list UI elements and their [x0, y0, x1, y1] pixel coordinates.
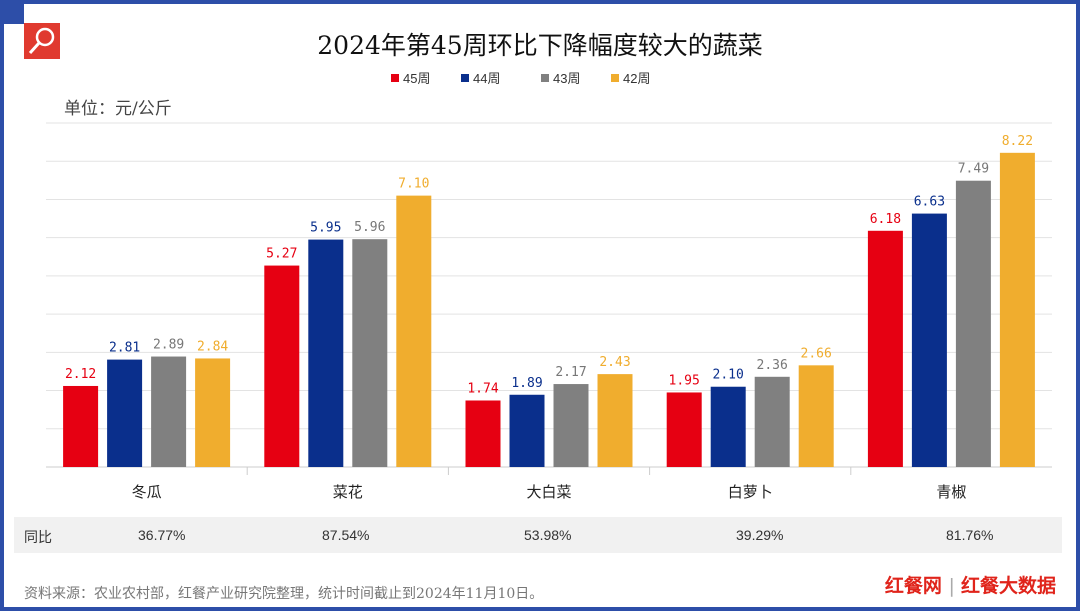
yoy-value: 87.54% — [322, 527, 370, 543]
yoy-value: 53.98% — [524, 527, 572, 543]
bar — [509, 394, 545, 467]
data-label: 2.89 — [153, 338, 184, 353]
data-label: 2.10 — [713, 368, 744, 383]
data-label: 2.36 — [757, 358, 788, 373]
legend-swatch — [391, 74, 399, 82]
category-label: 大白菜 — [526, 483, 571, 501]
legend-label: 42周 — [623, 71, 650, 86]
bar-chart: 45周 44周 43周 42周 2.12 2.81 2.89 2.84 冬瓜 5.27 5.95 5.… — [46, 71, 1052, 501]
bar — [396, 195, 432, 467]
bar — [352, 239, 388, 467]
brand-left: 红餐网 — [884, 575, 942, 597]
bar — [465, 400, 501, 467]
data-label: 2.12 — [65, 367, 96, 382]
bar — [754, 376, 790, 467]
bar — [867, 230, 903, 467]
bar — [999, 152, 1035, 467]
data-label: 5.95 — [310, 221, 341, 236]
bar — [553, 384, 589, 467]
bar — [107, 359, 143, 467]
bar — [63, 385, 99, 467]
legend-label: 43周 — [553, 71, 580, 86]
data-label: 1.95 — [669, 373, 700, 388]
data-label: 7.49 — [958, 162, 989, 177]
data-label: 5.96 — [354, 220, 385, 235]
bar — [597, 374, 633, 467]
data-label: 1.89 — [511, 376, 542, 391]
source-note: 资料来源：农业农村部，红餐产业研究院整理，统计时间截止到2024年11月10日。 — [24, 586, 544, 602]
category-label: 冬瓜 — [132, 483, 162, 501]
bar — [710, 386, 746, 467]
data-label: 8.22 — [1002, 134, 1033, 149]
legend-label: 44周 — [473, 71, 500, 86]
bar — [955, 180, 991, 467]
brand-right: 红餐大数据 — [960, 575, 1056, 597]
data-label: 2.81 — [109, 341, 140, 356]
yoy-value: 39.29% — [736, 527, 784, 543]
legend-swatch — [611, 74, 619, 82]
data-label: 6.63 — [914, 195, 945, 210]
category-label: 菜花 — [333, 483, 363, 501]
bar — [798, 365, 834, 467]
category-label: 白萝卜 — [728, 483, 773, 501]
corner-decoration — [4, 4, 24, 24]
data-label: 7.10 — [398, 177, 429, 192]
yoy-value: 36.77% — [138, 527, 186, 543]
legend-swatch — [541, 74, 549, 82]
data-label: 6.18 — [870, 212, 901, 227]
data-label: 2.17 — [555, 365, 586, 380]
data-label: 1.74 — [467, 381, 498, 396]
unit-label: 单位：元/公斤 — [64, 99, 172, 119]
yoy-value: 81.76% — [946, 527, 994, 543]
legend-swatch — [461, 74, 469, 82]
bar — [195, 358, 231, 467]
bar — [308, 239, 344, 467]
category-label: 青椒 — [936, 483, 966, 501]
bar — [666, 392, 702, 467]
data-label: 2.66 — [801, 346, 832, 361]
data-label: 2.43 — [599, 355, 630, 370]
data-label: 5.27 — [266, 247, 297, 262]
yoy-row: 同比 36.77% 87.54% 53.98% 39.29% 81.76% — [14, 517, 1062, 553]
yoy-label: 同比 — [24, 529, 52, 545]
bar — [264, 265, 300, 467]
search-logo-icon — [24, 23, 60, 59]
bar — [911, 213, 947, 467]
brand-logos: 红餐网 | 红餐大数据 — [884, 575, 1056, 597]
legend-label: 45周 — [403, 71, 430, 86]
bar — [151, 356, 187, 467]
data-label: 2.84 — [197, 339, 228, 354]
chart-title: 2024年第45周环比下降幅度较大的蔬菜 — [317, 31, 763, 60]
